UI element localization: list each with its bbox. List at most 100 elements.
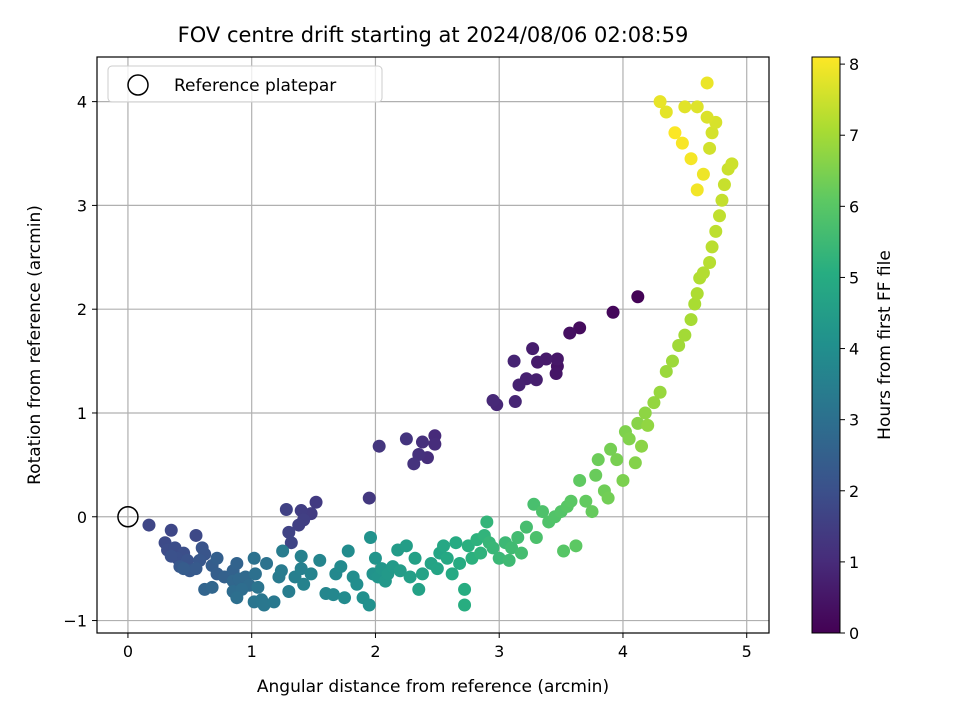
data-point bbox=[579, 494, 593, 508]
data-point bbox=[164, 549, 178, 563]
data-point bbox=[705, 240, 719, 254]
data-point bbox=[616, 473, 630, 487]
data-point bbox=[519, 520, 533, 534]
x-axis-label: Angular distance from reference (arcmin) bbox=[257, 677, 609, 697]
colorbar-tick-label: 4 bbox=[849, 340, 859, 359]
data-point bbox=[338, 591, 352, 605]
data-point bbox=[486, 541, 500, 555]
data-point bbox=[715, 193, 729, 207]
legend: Reference platepar bbox=[107, 65, 383, 103]
data-point bbox=[690, 100, 704, 114]
data-point bbox=[294, 549, 308, 563]
data-point bbox=[210, 551, 224, 565]
data-point bbox=[585, 505, 599, 519]
data-point bbox=[189, 528, 203, 542]
data-point bbox=[279, 502, 293, 516]
data-point bbox=[205, 580, 219, 594]
data-point bbox=[563, 326, 577, 340]
data-point bbox=[508, 395, 522, 409]
data-point bbox=[550, 352, 564, 366]
data-point bbox=[292, 518, 306, 532]
data-point bbox=[507, 354, 521, 368]
data-point bbox=[399, 539, 413, 553]
data-point bbox=[445, 567, 459, 581]
colorbar-tick-label: 8 bbox=[849, 55, 859, 74]
data-point bbox=[725, 157, 739, 171]
data-point bbox=[573, 321, 587, 335]
data-point bbox=[653, 95, 667, 109]
data-point bbox=[717, 178, 731, 192]
reference-platepar-marker bbox=[117, 506, 139, 528]
legend-marker-open-circle bbox=[127, 74, 149, 96]
data-point bbox=[675, 136, 689, 150]
data-point bbox=[631, 290, 645, 304]
data-point bbox=[549, 367, 563, 381]
data-point bbox=[458, 598, 472, 612]
y-tick-label: 0 bbox=[77, 508, 87, 527]
data-point bbox=[177, 562, 191, 576]
data-point bbox=[341, 544, 355, 558]
data-point bbox=[672, 339, 686, 353]
data-point bbox=[304, 567, 318, 581]
colorbar: 0 1 2 3 4 5 6 7 8 Hours from first FF file bbox=[811, 55, 895, 643]
data-point bbox=[372, 439, 386, 453]
x-tick-label: 4 bbox=[618, 642, 628, 661]
data-point bbox=[403, 570, 417, 584]
data-point bbox=[604, 442, 618, 456]
data-point bbox=[557, 544, 571, 558]
y-tick-label: 4 bbox=[77, 93, 87, 112]
x-tick-label: 0 bbox=[123, 642, 133, 661]
legend-frame bbox=[107, 65, 383, 103]
plot-area-frame bbox=[96, 56, 770, 634]
data-point bbox=[712, 209, 726, 223]
data-point bbox=[297, 577, 311, 591]
data-point bbox=[362, 598, 376, 612]
data-point bbox=[428, 437, 442, 451]
data-point bbox=[164, 523, 178, 537]
data-point bbox=[668, 126, 682, 140]
data-point bbox=[368, 551, 382, 565]
data-point bbox=[684, 313, 698, 327]
y-axis-ticks: −1 0 1 2 3 4 bbox=[63, 93, 97, 631]
data-point bbox=[659, 364, 673, 378]
data-point bbox=[688, 297, 702, 311]
data-point bbox=[430, 562, 444, 576]
data-point bbox=[458, 582, 472, 596]
data-point bbox=[696, 167, 710, 181]
data-point bbox=[408, 551, 422, 565]
data-point bbox=[529, 373, 543, 387]
data-point bbox=[364, 531, 378, 545]
data-point bbox=[437, 539, 451, 553]
data-point bbox=[573, 473, 587, 487]
data-point bbox=[453, 556, 467, 570]
data-point bbox=[591, 453, 605, 467]
data-point bbox=[492, 551, 506, 565]
data-point bbox=[678, 100, 692, 114]
data-point bbox=[449, 536, 463, 550]
data-point bbox=[511, 531, 525, 545]
x-tick-label: 3 bbox=[494, 642, 504, 661]
data-point bbox=[399, 432, 413, 446]
data-point bbox=[665, 354, 679, 368]
data-point bbox=[696, 266, 710, 280]
data-point bbox=[514, 546, 528, 560]
data-point bbox=[505, 541, 519, 555]
data-point bbox=[631, 416, 645, 430]
x-tick-label: 1 bbox=[247, 642, 257, 661]
colorbar-tick-label: 0 bbox=[849, 624, 859, 643]
data-point bbox=[659, 105, 673, 119]
data-point bbox=[142, 518, 156, 532]
data-point bbox=[362, 491, 376, 505]
data-point bbox=[628, 456, 642, 470]
data-point bbox=[678, 328, 692, 342]
data-point bbox=[251, 580, 265, 594]
y-tick-label: 3 bbox=[77, 196, 87, 215]
data-point bbox=[529, 531, 543, 545]
y-axis-label: Rotation from reference (arcmin) bbox=[25, 205, 45, 485]
data-point bbox=[334, 560, 348, 574]
data-point bbox=[641, 418, 655, 432]
data-point bbox=[635, 439, 649, 453]
data-point bbox=[248, 567, 262, 581]
y-tick-label: 1 bbox=[77, 404, 87, 423]
